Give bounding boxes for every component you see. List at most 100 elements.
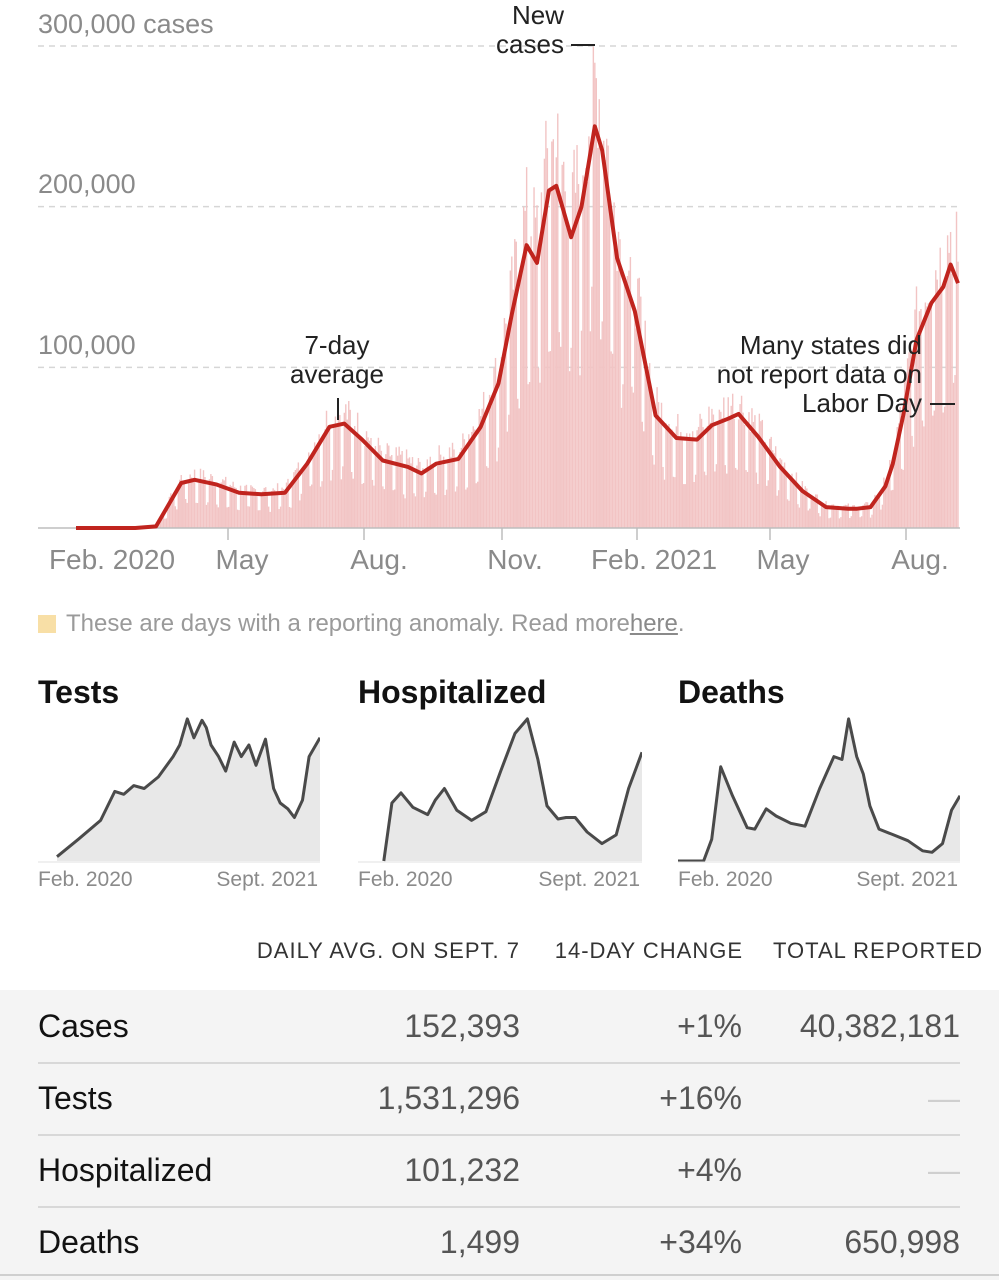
case-bar [637, 278, 639, 528]
case-bar [594, 62, 596, 529]
case-bar [573, 149, 575, 529]
case-bar [539, 382, 541, 528]
x-tick-label: Feb. 2021 [591, 544, 717, 575]
seven-day-average-line [76, 124, 960, 530]
case-bar [800, 488, 802, 528]
case-bar [803, 490, 805, 528]
case-bar [210, 474, 212, 528]
case-bar [607, 145, 609, 529]
row-metric: Hospitalized [38, 1152, 213, 1188]
case-bar [558, 332, 560, 528]
case-bar [239, 485, 242, 528]
case-bar [322, 433, 325, 528]
case-bar [705, 475, 707, 528]
case-bar [883, 477, 885, 528]
case-bar [838, 518, 841, 528]
case-bar [431, 466, 433, 528]
case-bar [948, 252, 950, 528]
mini-x-start: Feb. 2020 [678, 868, 773, 891]
case-bar [586, 181, 589, 528]
case-bar [518, 408, 520, 528]
case-bar [551, 141, 553, 529]
read-more-link[interactable]: here [629, 610, 678, 637]
x-tick-label: Nov. [487, 544, 543, 575]
case-bar [204, 476, 206, 528]
case-bar [528, 382, 531, 528]
case-bar [662, 466, 664, 528]
case-bar [900, 468, 903, 528]
x-tick-label: May [757, 544, 810, 575]
case-bar [923, 426, 925, 528]
case-bar [687, 439, 689, 528]
case-bar [219, 487, 221, 528]
case-bar [365, 431, 368, 528]
case-bar [736, 469, 738, 528]
case-bar [435, 494, 437, 528]
case-bar [506, 431, 509, 528]
case-bar [281, 487, 283, 528]
case-bar [813, 500, 815, 528]
case-bar [733, 418, 735, 528]
case-bar [334, 416, 337, 528]
case-bar [651, 455, 654, 528]
case-bar [810, 497, 812, 528]
stats-table: Cases 152,393 +1% 40,382,181 Tests 1,531… [0, 990, 999, 1280]
case-bar [583, 176, 586, 528]
case-bar [718, 409, 721, 528]
anomaly-swatch [38, 615, 56, 633]
mini-x-end: Sept. 2021 [856, 868, 958, 891]
case-bar [272, 488, 274, 528]
y-tick-label: 100,000 [38, 330, 136, 360]
case-bar [260, 493, 262, 528]
case-bar [724, 465, 726, 528]
case-bar [730, 405, 732, 528]
case-bar [631, 386, 633, 528]
case-bar [161, 516, 163, 528]
case-bar [911, 435, 913, 528]
case-bar [850, 516, 852, 528]
case-bar [330, 480, 332, 528]
case-bar [265, 487, 267, 528]
case-bar [306, 466, 308, 528]
case-bar [367, 437, 369, 528]
case-bar [554, 188, 556, 528]
case-bar [325, 410, 328, 528]
case-bar [823, 504, 826, 528]
case-bar [564, 191, 566, 529]
case-bar [478, 408, 480, 528]
case-bar [666, 429, 669, 528]
case-bar [844, 504, 847, 528]
case-bar [769, 438, 771, 528]
case-bar [610, 351, 612, 528]
case-bar [543, 158, 546, 529]
x-tick-label: Aug. [891, 544, 949, 575]
case-bar [757, 483, 759, 528]
x-tick-label: May [216, 544, 269, 575]
case-bar [807, 510, 809, 528]
case-bar [364, 445, 366, 528]
case-bar [494, 357, 497, 528]
case-bar [227, 506, 230, 528]
case-bar [503, 317, 506, 528]
case-bar [425, 491, 427, 528]
case-bar [288, 506, 291, 528]
case-bar [896, 427, 898, 528]
case-bar [389, 456, 391, 528]
case-bar [208, 479, 211, 528]
mini-chart-title: Deaths [678, 674, 785, 710]
x-axis-ticks [227, 528, 907, 540]
case-bar [291, 482, 294, 528]
row-metric: Deaths [38, 1224, 140, 1260]
case-bar [388, 445, 390, 528]
case-bar [313, 442, 316, 528]
case-bar [595, 78, 598, 528]
case-bar [576, 145, 578, 528]
case-bar [205, 504, 208, 528]
case-bar [853, 505, 855, 528]
case-bar [491, 398, 494, 528]
case-bar [186, 502, 188, 528]
case-bar [285, 482, 288, 528]
case-bar [635, 328, 638, 528]
case-bar [641, 421, 643, 528]
case-bar [269, 511, 271, 528]
